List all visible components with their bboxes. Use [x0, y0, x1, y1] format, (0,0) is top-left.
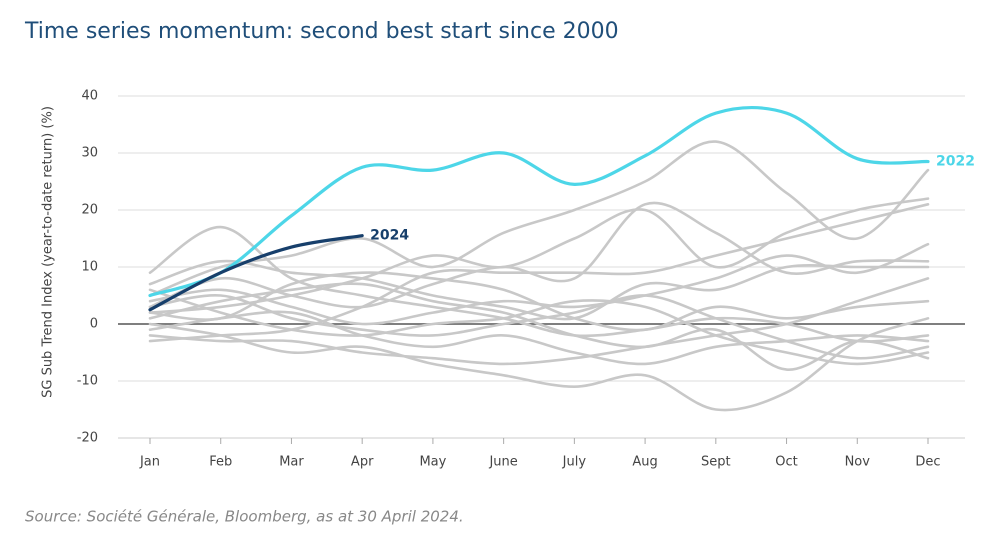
line [148, 282, 930, 371]
x-tick-label: Mar [279, 455, 304, 470]
line [148, 140, 930, 297]
x-tick-label: May [419, 455, 446, 470]
y-tick-label: 10 [81, 260, 98, 275]
line [148, 317, 930, 412]
y-tick-label: 30 [81, 146, 98, 161]
line [148, 259, 930, 321]
lines [148, 106, 930, 412]
x-tick-label: Apr [351, 455, 374, 470]
x-tick-label: Feb [209, 455, 232, 470]
highlight-line [148, 234, 364, 312]
y-tick-label: 20 [81, 203, 98, 218]
x-tick-label: July [562, 455, 587, 470]
x-tick-label: Aug [632, 455, 657, 470]
y-tick-label: 0 [90, 317, 98, 332]
line [148, 288, 930, 366]
line [148, 225, 930, 343]
chart-title: Time series momentum: second best start … [24, 19, 619, 44]
line [148, 294, 930, 360]
line [148, 271, 930, 332]
x-tick-label: Sept [701, 455, 731, 470]
series-label: 2022 [936, 154, 975, 170]
x-tick-label: June [488, 455, 517, 470]
line [148, 310, 930, 366]
x-tick-label: Nov [845, 455, 871, 470]
line [148, 197, 930, 314]
y-tick-label: 40 [81, 89, 98, 104]
line [148, 203, 930, 343]
line [148, 277, 930, 366]
x-tick-label: Oct [775, 455, 797, 470]
y-tick-label: -10 [77, 374, 98, 389]
y-axis-label: SG Sub Trend Index (year-to-date return)… [41, 106, 56, 398]
series-label: 2024 [370, 228, 409, 244]
y-tick-label: -20 [77, 431, 98, 446]
x-tick-label: Dec [915, 455, 940, 470]
x-tick-label: Jan [139, 455, 160, 470]
highlight-line [148, 106, 930, 298]
source-note: Source: Société Générale, Bloomberg, as … [25, 508, 464, 526]
